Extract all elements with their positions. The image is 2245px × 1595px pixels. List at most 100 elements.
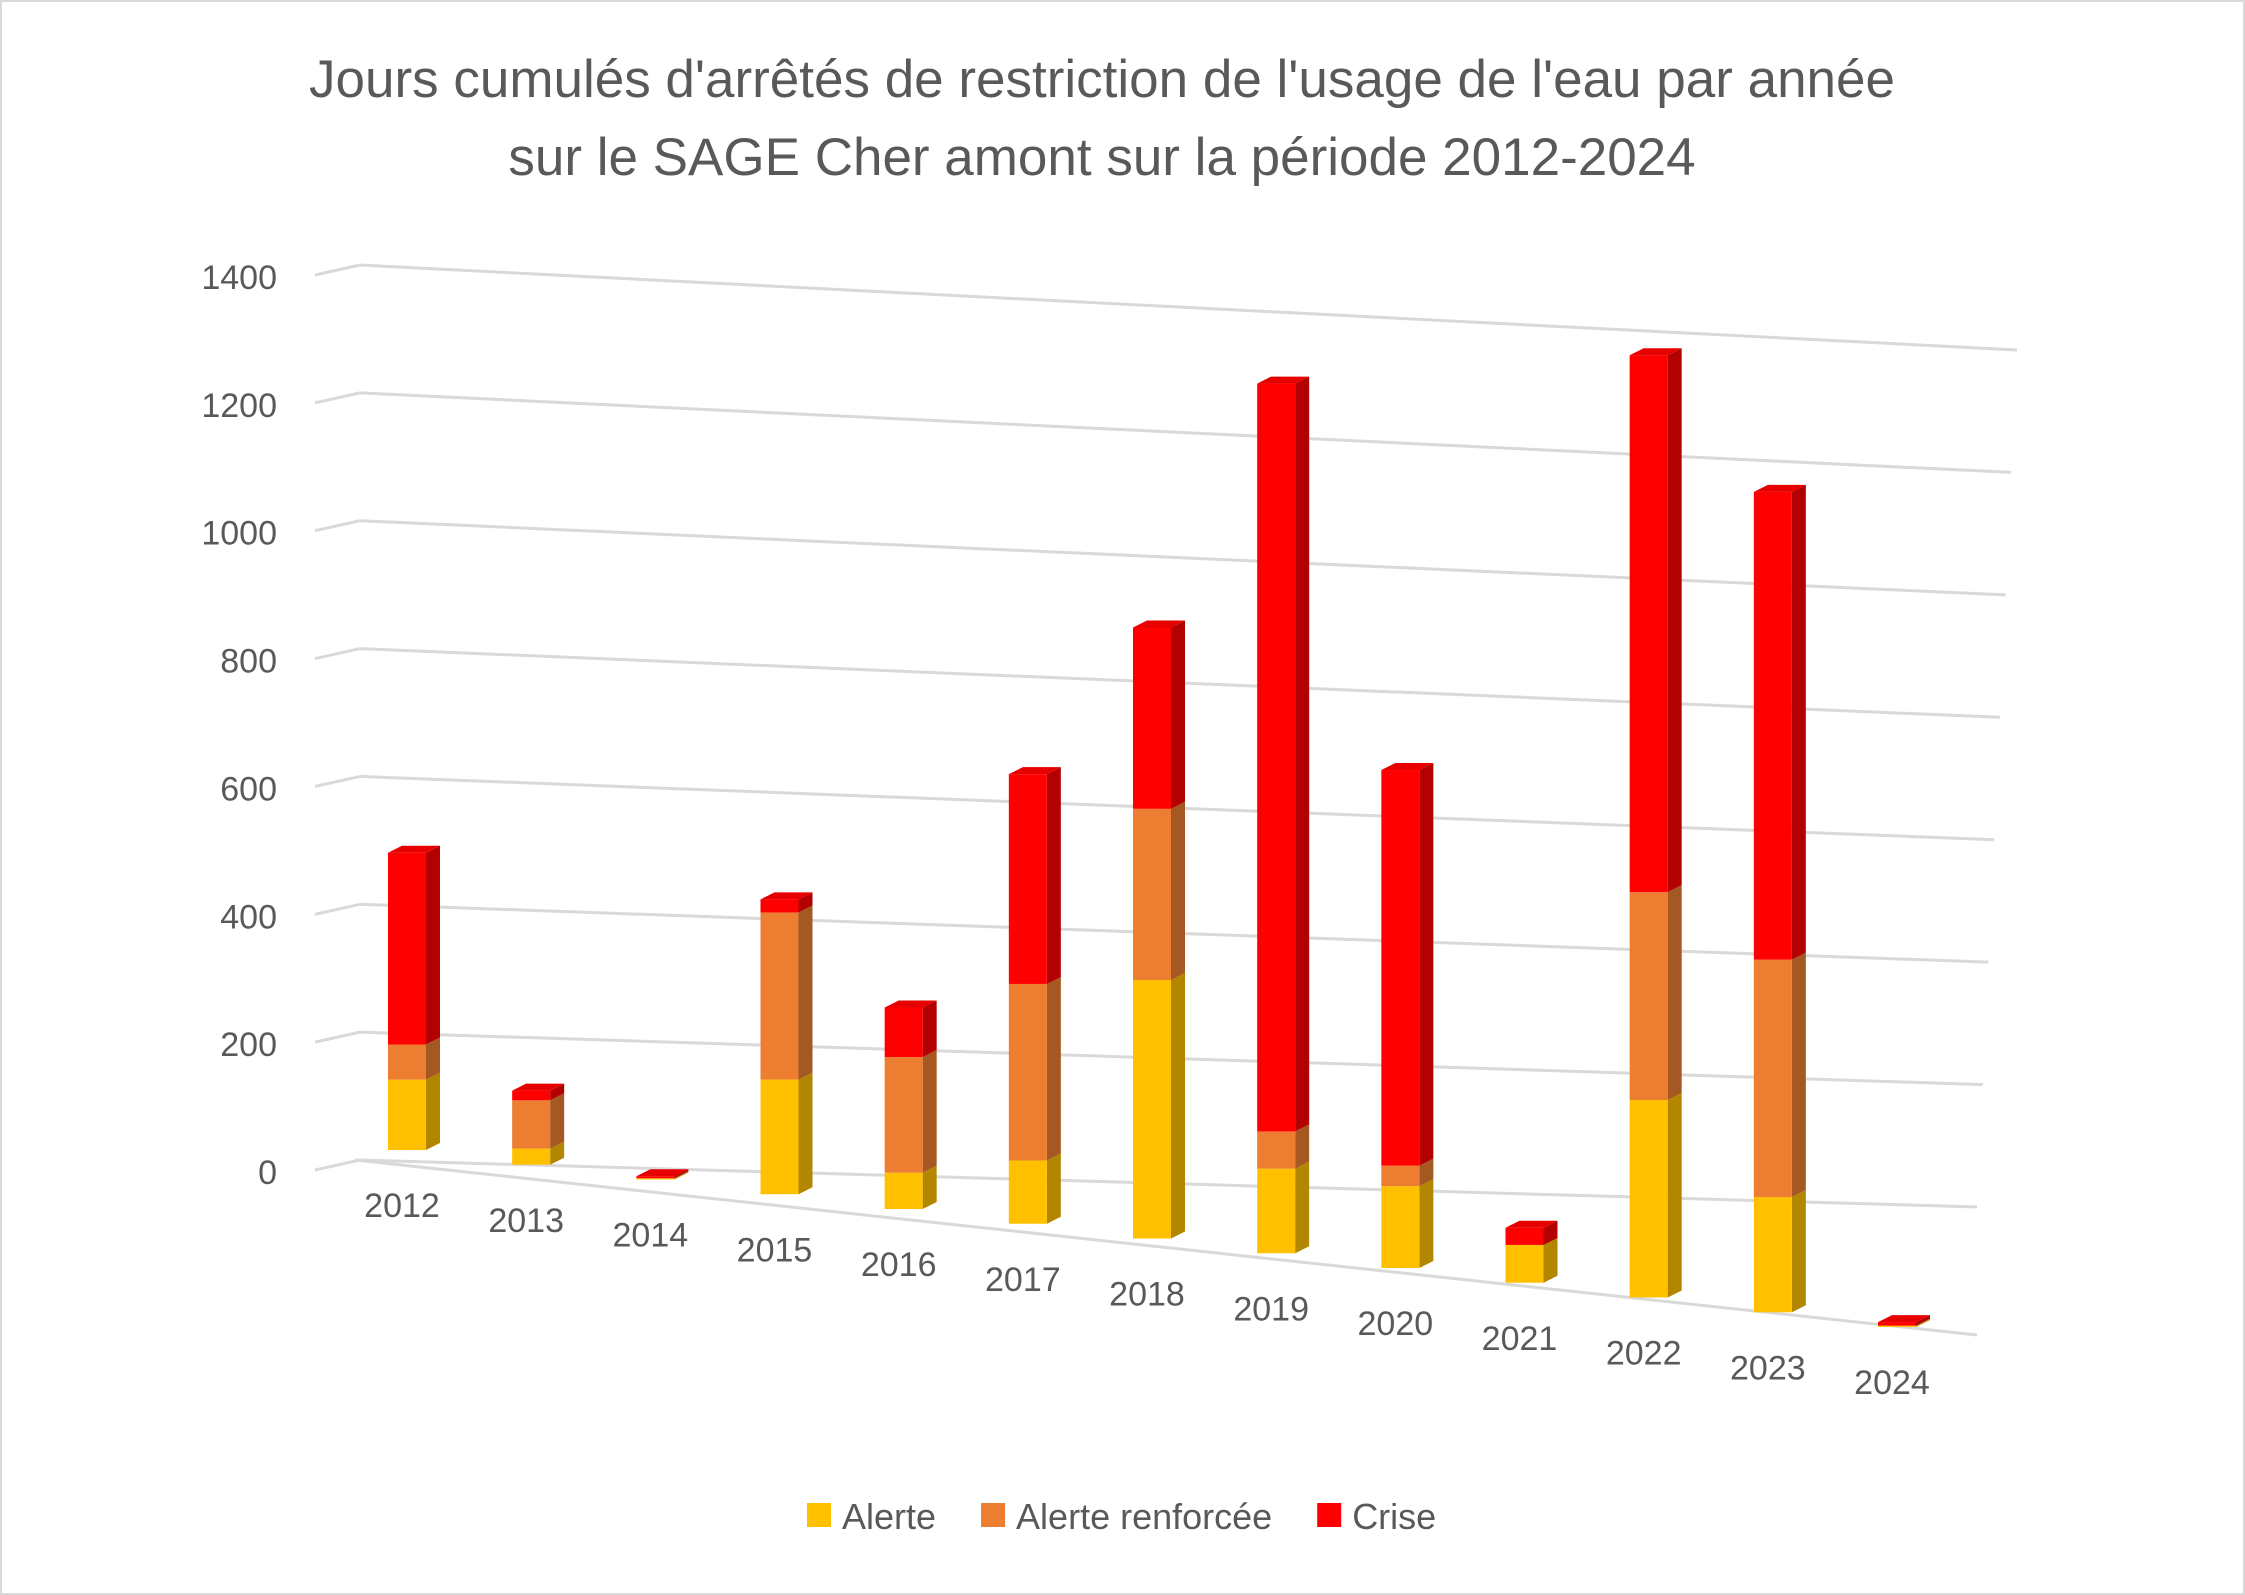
bar-2015-Alerte renforcée — [760, 912, 799, 1080]
y-tick-label: 600 — [220, 770, 277, 808]
bar-side-Crise — [1295, 376, 1310, 1132]
legend-label: Alerte renforcée — [1016, 1496, 1272, 1537]
bar-side-Crise — [1791, 484, 1806, 960]
bar-2016-Alerte renforcée — [884, 1057, 923, 1173]
gridline-side — [314, 263, 361, 277]
bar-top-2021 — [1505, 1220, 1558, 1228]
bar-2024-Crise — [1878, 1322, 1916, 1326]
bar-2019-Alerte — [1257, 1168, 1296, 1254]
bar-2020-Alerte — [1381, 1186, 1420, 1268]
bar-side-Crise — [922, 1000, 937, 1058]
legend-swatch — [981, 1503, 1006, 1527]
bar-side-Alerte — [1791, 1190, 1806, 1313]
bar-top-2014 — [636, 1169, 689, 1177]
bar-2020-Alerte renforcée — [1381, 1165, 1420, 1187]
bar-2022-Alerte renforcée — [1629, 892, 1668, 1101]
bar-top-2017 — [1008, 767, 1061, 775]
bar-2016-Crise — [884, 1007, 923, 1058]
bar-side-Crise — [798, 892, 813, 913]
bar-stack-2021 — [1505, 1220, 1558, 1283]
x-tick-label: 2016 — [861, 1246, 937, 1284]
bar-2012-Alerte — [388, 1079, 426, 1150]
bar-2013-Alerte — [512, 1148, 551, 1165]
bar-top-2012 — [388, 845, 440, 853]
bar-side-Alerte renforcée — [1791, 952, 1806, 1198]
gridline-side — [314, 391, 361, 405]
bar-2013-Crise — [512, 1090, 551, 1101]
bar-side-Alerte renforcée — [1295, 1124, 1310, 1169]
bar-side-Crise — [1419, 763, 1434, 1166]
bar-2018-Alerte — [1133, 980, 1171, 1239]
bar-2021-Alerte — [1505, 1244, 1544, 1283]
bar-side-Alerte — [1046, 1153, 1061, 1224]
bar-2015-Alerte — [760, 1079, 799, 1195]
legend: Alerte Alerte renforcée Crise — [807, 1496, 1436, 1537]
bar-2019-Alerte renforcée — [1257, 1131, 1296, 1169]
bar-2018-Alerte renforcée — [1133, 808, 1171, 980]
bar-side-Alerte — [426, 1072, 440, 1150]
bar-stack-2020 — [1381, 763, 1434, 1268]
bars — [388, 348, 1930, 1327]
bar-side-Alerte renforcée — [426, 1037, 440, 1080]
gridline — [359, 519, 2006, 597]
y-tick-label: 1400 — [201, 259, 277, 297]
bar-2015-Crise — [760, 899, 799, 913]
bar-side-Alerte renforcée — [1171, 801, 1185, 980]
y-tick-label: 200 — [220, 1026, 277, 1064]
bar-stack-2023 — [1753, 484, 1806, 1313]
legend-swatch — [1317, 1503, 1342, 1527]
bar-2023-Crise — [1753, 491, 1792, 960]
x-tick-label: 2013 — [488, 1202, 564, 1240]
bar-2023-Alerte renforcée — [1753, 959, 1792, 1198]
bar-side-Alerte — [1916, 1318, 1930, 1327]
gridline — [359, 391, 2012, 474]
gridline-side — [314, 774, 361, 788]
y-axis-tick-labels: 0 200 400 600 800 1000 1200 1400 — [201, 259, 277, 1192]
gridline-side — [314, 1030, 361, 1044]
bar-side-Crise — [1046, 767, 1061, 984]
x-tick-label: 2012 — [364, 1187, 440, 1225]
bar-2014-Alerte — [636, 1178, 675, 1180]
bar-top-2018 — [1133, 620, 1185, 628]
bar-top-2022 — [1629, 348, 1682, 356]
bar-side-Alerte — [1667, 1093, 1682, 1298]
bar-side-Alerte — [1295, 1161, 1310, 1254]
bar-side-Alerte renforcée — [1046, 976, 1061, 1161]
bar-side-Alerte renforcée — [1419, 1158, 1434, 1187]
bar-side-Alerte renforcée — [798, 905, 813, 1080]
gridline-side — [314, 647, 361, 661]
bar-stack-2015 — [760, 892, 813, 1195]
bar-top-2015 — [760, 892, 813, 900]
bar-2016-Alerte — [884, 1172, 923, 1209]
gridline-side — [314, 902, 361, 916]
x-tick-label: 2017 — [985, 1261, 1061, 1299]
x-tick-label: 2014 — [613, 1217, 689, 1255]
bar-stack-2013 — [512, 1083, 565, 1165]
bar-side-Alerte renforcée — [922, 1050, 937, 1173]
bar-stack-2024 — [1878, 1315, 1930, 1327]
x-tick-label: 2022 — [1606, 1335, 1682, 1373]
legend-item: Alerte — [807, 1496, 936, 1537]
bar-side-Crise — [674, 1169, 689, 1179]
gridline-side — [314, 519, 361, 533]
legend-item: Alerte renforcée — [981, 1496, 1272, 1537]
bar-side-Alerte — [550, 1141, 565, 1165]
gridline-side — [314, 1158, 361, 1172]
x-tick-label: 2015 — [737, 1231, 813, 1269]
bar-2018-Crise — [1133, 627, 1171, 809]
bar-side-Alerte — [1171, 973, 1185, 1239]
x-tick-label: 2018 — [1109, 1276, 1185, 1314]
bar-side-Crise — [1543, 1220, 1558, 1245]
bar-2019-Crise — [1257, 383, 1296, 1132]
bar-2013-Alerte renforcée — [512, 1100, 551, 1149]
bar-2017-Alerte — [1008, 1160, 1047, 1224]
bar-top-2016 — [884, 1000, 937, 1008]
bar-stack-2014 — [636, 1169, 689, 1180]
bar-2023-Alerte — [1753, 1197, 1792, 1313]
bar-stack-2022 — [1629, 348, 1682, 1298]
bar-side-Alerte renforcée — [1667, 885, 1682, 1101]
y-tick-label: 400 — [220, 898, 277, 936]
bar-side-Crise — [426, 845, 440, 1045]
